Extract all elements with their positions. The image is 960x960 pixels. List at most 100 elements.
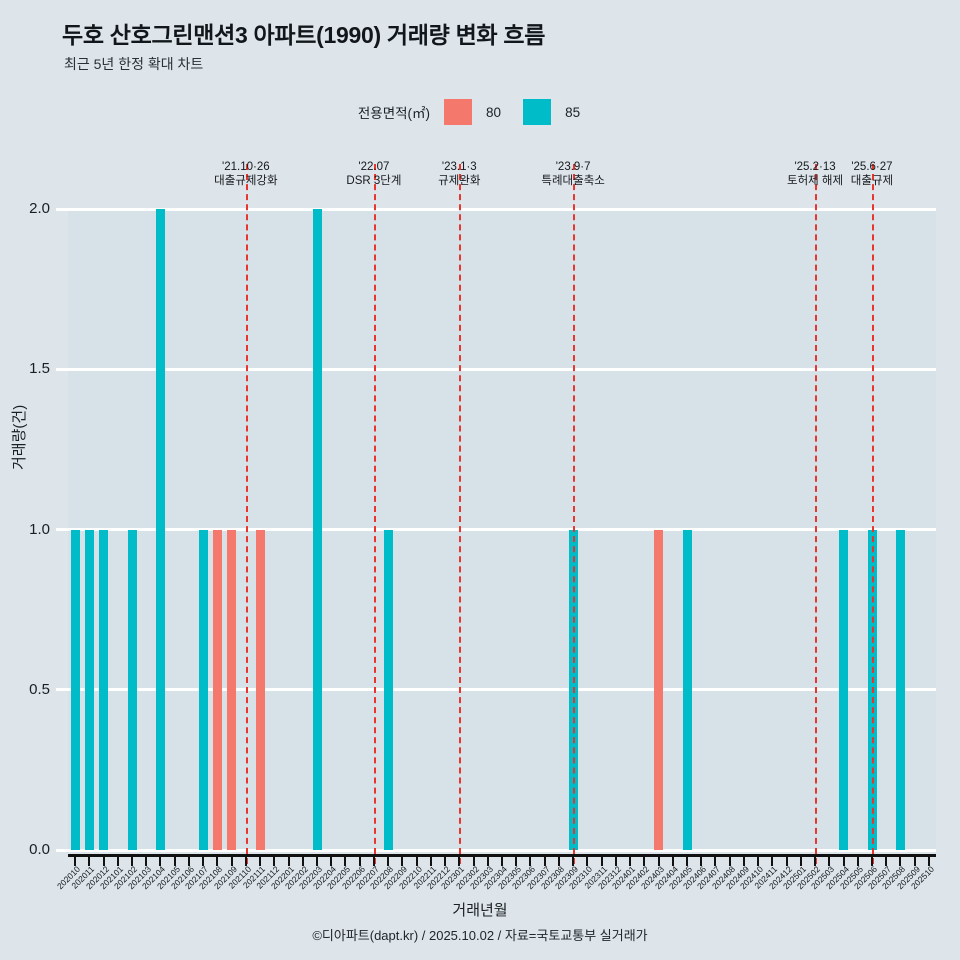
x-tick-mark	[529, 857, 532, 866]
x-tick-mark	[515, 857, 518, 866]
bar-202010-85[interactable]	[70, 529, 80, 850]
bar-202108-80[interactable]	[213, 529, 222, 850]
chart-subtitle: 최근 5년 한정 확대 차트	[64, 56, 204, 72]
x-tick-mark	[614, 857, 617, 866]
y-tick-mark	[56, 367, 68, 371]
x-tick-mark	[259, 857, 262, 866]
bar-202403-80[interactable]	[654, 529, 664, 850]
annotation-date: '22.07	[358, 161, 390, 173]
x-tick-mark	[88, 857, 91, 866]
x-axis-title: 거래년월	[452, 902, 508, 919]
x-tick-mark	[657, 857, 660, 866]
event-line-202207	[373, 164, 376, 864]
annotation-text: 대출규제강화	[214, 175, 278, 187]
bar-202109-80[interactable]	[227, 529, 237, 850]
bar-202504-85[interactable]	[839, 529, 849, 850]
annotation-date: '23.9·7	[555, 161, 591, 173]
bar-202111-80[interactable]	[255, 529, 265, 850]
x-tick-mark	[429, 857, 432, 866]
annotation-text: 토허제 해제	[786, 175, 844, 187]
legend-label-85: 85	[565, 104, 581, 120]
bar-202107-85[interactable]	[198, 529, 208, 850]
x-tick-mark	[145, 857, 148, 866]
x-tick-mark	[74, 857, 77, 866]
gridline	[68, 528, 936, 531]
x-tick-mark	[557, 857, 560, 866]
y-tick-mark	[56, 528, 68, 531]
x-tick-mark	[444, 857, 447, 866]
bar-202012-85[interactable]	[99, 529, 109, 850]
gridline	[68, 688, 936, 692]
bar-202508-85[interactable]	[896, 529, 905, 850]
x-tick-mark	[273, 857, 276, 866]
bar-202011-85[interactable]	[85, 529, 94, 850]
x-tick-mark	[330, 857, 333, 866]
annotation-text: DSR 3단계	[346, 175, 402, 187]
y-axis-title: 거래량(건)	[11, 404, 28, 470]
plot-area	[68, 164, 936, 864]
x-tick-mark	[230, 857, 233, 866]
x-tick-mark	[643, 857, 646, 866]
x-tick-mark	[742, 857, 745, 866]
x-tick-mark	[244, 857, 247, 866]
bar-202405-85[interactable]	[682, 529, 692, 850]
legend-swatch-80	[444, 99, 473, 125]
x-tick-mark	[885, 857, 888, 866]
legend-item-80[interactable]: 80	[444, 99, 501, 125]
x-tick-mark	[458, 857, 461, 866]
annotation-202301: '23.1·3 규제완화	[399, 160, 519, 189]
bar-202104-85[interactable]	[156, 209, 166, 850]
annotation-202502: '25.2·13 토허제 해제	[755, 160, 875, 189]
legend-item-85[interactable]: 85	[523, 99, 580, 125]
x-tick-mark	[870, 857, 873, 866]
y-tick-mark	[56, 207, 68, 211]
annotation-text: 규제완화	[438, 175, 481, 187]
chart-legend: 전용면적(㎡) 80 85	[0, 99, 960, 125]
x-tick-mark	[173, 857, 176, 866]
x-tick-mark	[771, 857, 774, 866]
x-tick-mark	[600, 857, 603, 866]
x-tick-mark	[927, 857, 930, 866]
x-tick-mark	[629, 857, 632, 866]
x-tick-mark	[856, 857, 859, 866]
x-tick-mark	[116, 857, 119, 866]
x-tick-mark	[131, 857, 134, 866]
bar-202203-85[interactable]	[312, 209, 322, 850]
footer-credit: ©디아파트(dapt.kr) / 2025.10.02 / 자료=국토교통부 실…	[312, 928, 648, 943]
x-tick-mark	[287, 857, 290, 866]
page-title: 두호 산호그린맨션3 아파트(1990) 거래량 변화 흐름	[62, 22, 546, 48]
x-tick-mark	[102, 857, 105, 866]
annotation-202110: '21.10·26 대출규제강화	[186, 160, 306, 189]
x-axis-line	[68, 854, 936, 857]
x-tick-mark	[543, 857, 546, 866]
annotation-date: '21.10·26	[222, 161, 270, 173]
event-line-202301	[459, 164, 462, 864]
bar-202208-85[interactable]	[383, 529, 393, 850]
y-tick-mark	[56, 688, 68, 692]
annotation-202207: '22.07 DSR 3단계	[314, 160, 434, 189]
annotation-date: '23.1·3	[441, 161, 477, 173]
event-line-202309	[573, 164, 576, 864]
annotation-date: '25.6·27	[851, 161, 893, 173]
annotation-date: '25.2·13	[794, 161, 836, 173]
x-tick-mark	[159, 857, 162, 866]
legend-swatch-85	[523, 99, 552, 125]
x-tick-mark	[415, 857, 418, 866]
bar-202102-85[interactable]	[127, 529, 137, 850]
x-tick-mark	[586, 857, 589, 866]
y-tick-label: 1.0	[29, 520, 50, 538]
x-tick-mark	[387, 857, 390, 866]
x-tick-mark	[187, 857, 190, 866]
x-tick-mark	[714, 857, 717, 866]
y-tick-label: 2.0	[29, 200, 50, 217]
event-line-202110	[245, 164, 248, 864]
x-tick-mark	[372, 857, 375, 866]
y-tick-mark	[56, 848, 68, 852]
gridline	[68, 207, 936, 211]
x-tick-mark	[486, 857, 489, 866]
annotation-text: 특례대출축소	[541, 175, 605, 187]
x-tick-mark	[344, 857, 347, 866]
x-tick-mark	[899, 857, 902, 866]
gridline	[68, 848, 936, 852]
